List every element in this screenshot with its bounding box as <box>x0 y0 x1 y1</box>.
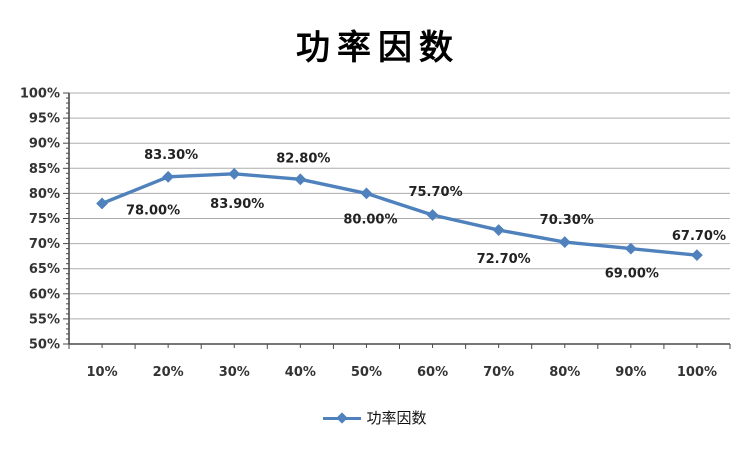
x-axis-tick-label: 20% <box>153 365 184 380</box>
data-point-label: 83.30% <box>144 148 198 163</box>
y-axis-tick-label: 55% <box>29 312 60 327</box>
y-axis-tick-label: 60% <box>29 287 60 302</box>
data-point-marker <box>492 224 505 236</box>
x-axis-tick-label: 90% <box>615 365 646 380</box>
series-line <box>100 172 699 257</box>
x-axis-tick-label: 10% <box>86 365 117 380</box>
legend-label: 功率因数 <box>366 409 427 427</box>
data-point-marker <box>96 197 108 210</box>
y-axis-tick-label: 90% <box>29 137 60 152</box>
y-axis-tick-label: 95% <box>29 112 60 127</box>
data-point-marker <box>294 173 307 186</box>
data-point-label: 78.00% <box>126 203 180 218</box>
legend-series-marker <box>323 411 362 424</box>
data-point-label: 67.70% <box>672 229 726 244</box>
legend: 功率因数 <box>0 407 750 428</box>
y-axis-tick-label: 50% <box>29 338 60 353</box>
y-axis-tick-label: 75% <box>29 212 60 227</box>
x-axis-tick-label: 80% <box>549 365 580 380</box>
y-axis-tick-label: 65% <box>29 262 60 277</box>
data-point-label: 75.70% <box>408 185 462 200</box>
data-point-label: 80.00% <box>343 212 397 227</box>
x-axis-tick-label: 30% <box>219 365 250 380</box>
plot-area: 100% 95% 90% 85% 80% 75% 70% 65% 60% 55% 50% 10% 20%… <box>20 87 731 380</box>
x-axis-tick-label: 70% <box>483 365 514 380</box>
data-point-marker <box>426 209 439 221</box>
legend-diamond-icon <box>336 411 349 424</box>
x-axis-tick-label: 60% <box>417 365 448 380</box>
data-point-label: 72.70% <box>477 252 531 267</box>
data-point-marker <box>162 170 175 183</box>
data-point-marker <box>558 236 571 249</box>
data-point-marker <box>691 249 703 262</box>
chart-title: 功率因数 <box>296 28 460 68</box>
y-axis-tick-label: 70% <box>29 237 60 252</box>
data-point-label: 69.00% <box>605 267 659 282</box>
data-point-marker <box>624 242 637 255</box>
y-axis-tick-label: 85% <box>29 162 60 177</box>
x-axis-tick-label: 40% <box>285 365 316 380</box>
data-point-label: 82.80% <box>276 151 330 166</box>
x-axis-tick-label: 50% <box>351 365 382 380</box>
y-axis-tick-label: 80% <box>29 187 60 202</box>
data-point-label: 83.90% <box>210 197 264 212</box>
data-point-marker <box>228 167 241 180</box>
data-point-marker <box>360 187 373 200</box>
data-point-label: 70.30% <box>540 213 594 228</box>
x-axis-tick-label: 100% <box>677 365 717 380</box>
y-axis-tick-label: 100% <box>20 87 60 102</box>
